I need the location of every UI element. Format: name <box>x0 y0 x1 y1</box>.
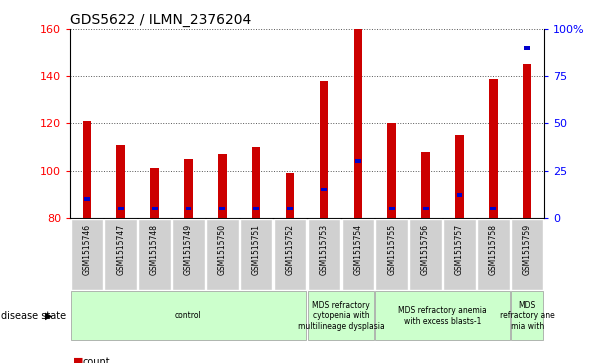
Bar <box>151 207 157 210</box>
Text: disease state: disease state <box>1 311 66 321</box>
Bar <box>421 152 430 218</box>
FancyBboxPatch shape <box>443 219 475 290</box>
Bar <box>524 46 530 50</box>
Bar <box>184 159 193 218</box>
FancyBboxPatch shape <box>376 291 510 340</box>
Bar <box>117 144 125 218</box>
FancyBboxPatch shape <box>511 291 544 340</box>
Bar <box>389 207 395 210</box>
Bar <box>321 188 327 191</box>
Bar <box>286 173 294 218</box>
Bar <box>219 207 226 210</box>
FancyBboxPatch shape <box>206 219 238 290</box>
Bar <box>320 81 328 218</box>
FancyBboxPatch shape <box>105 219 137 290</box>
Bar <box>252 147 260 218</box>
Text: control: control <box>175 311 202 320</box>
Text: GSM1515754: GSM1515754 <box>353 224 362 275</box>
FancyBboxPatch shape <box>409 219 442 290</box>
Bar <box>84 197 90 201</box>
FancyBboxPatch shape <box>71 291 306 340</box>
FancyBboxPatch shape <box>376 219 408 290</box>
FancyBboxPatch shape <box>274 219 306 290</box>
Text: ■: ■ <box>73 356 83 363</box>
FancyBboxPatch shape <box>308 291 374 340</box>
Text: GDS5622 / ILMN_2376204: GDS5622 / ILMN_2376204 <box>70 13 251 26</box>
Text: GSM1515756: GSM1515756 <box>421 224 430 275</box>
FancyBboxPatch shape <box>511 219 544 290</box>
Bar <box>523 65 531 218</box>
Text: count: count <box>82 356 109 363</box>
Bar <box>287 207 293 210</box>
Text: GSM1515753: GSM1515753 <box>319 224 328 275</box>
Text: GSM1515751: GSM1515751 <box>252 224 261 274</box>
Bar <box>185 207 192 210</box>
FancyBboxPatch shape <box>477 219 510 290</box>
Bar <box>455 135 464 218</box>
Bar <box>218 154 227 218</box>
Text: GSM1515750: GSM1515750 <box>218 224 227 275</box>
Bar <box>387 123 396 218</box>
Bar <box>254 207 259 210</box>
Text: GSM1515749: GSM1515749 <box>184 224 193 275</box>
Text: GSM1515748: GSM1515748 <box>150 224 159 274</box>
Bar <box>118 207 123 210</box>
Bar <box>491 207 496 210</box>
FancyBboxPatch shape <box>71 219 103 290</box>
Text: ▶: ▶ <box>45 311 52 321</box>
Text: GSM1515757: GSM1515757 <box>455 224 464 275</box>
FancyBboxPatch shape <box>139 219 171 290</box>
Text: MDS refractory
cytopenia with
multilineage dysplasia: MDS refractory cytopenia with multilinea… <box>297 301 384 331</box>
Text: MDS
refractory ane
mia with: MDS refractory ane mia with <box>500 301 554 331</box>
FancyBboxPatch shape <box>240 219 272 290</box>
Bar <box>355 159 361 163</box>
Bar <box>457 193 463 197</box>
Text: GSM1515747: GSM1515747 <box>116 224 125 275</box>
Text: MDS refractory anemia
with excess blasts-1: MDS refractory anemia with excess blasts… <box>398 306 487 326</box>
FancyBboxPatch shape <box>308 219 340 290</box>
Bar <box>489 78 497 218</box>
Text: GSM1515755: GSM1515755 <box>387 224 396 275</box>
Text: GSM1515759: GSM1515759 <box>523 224 532 275</box>
Bar <box>150 168 159 218</box>
Bar <box>83 121 91 218</box>
Bar <box>423 207 429 210</box>
Bar <box>354 29 362 218</box>
Text: GSM1515758: GSM1515758 <box>489 224 498 274</box>
FancyBboxPatch shape <box>172 219 205 290</box>
Text: GSM1515746: GSM1515746 <box>82 224 91 275</box>
FancyBboxPatch shape <box>342 219 374 290</box>
Text: GSM1515752: GSM1515752 <box>286 224 295 274</box>
